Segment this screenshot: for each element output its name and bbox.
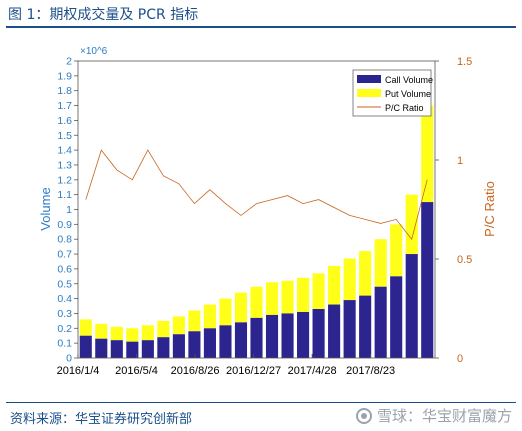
- left-axis-tick-label: 1.2: [57, 174, 72, 186]
- call-volume-bar: [265, 314, 279, 358]
- left-axis-tick-label: 0.9: [57, 219, 72, 231]
- call-volume-bar: [95, 338, 108, 358]
- left-axis: 0 0.1 0.2 0.3 0.4 0.5 0.6 0.7 0.8 0.9 1 1.1 1.2 1.3 1.…: [57, 56, 78, 365]
- x-axis: 2016/1/4 2016/5/4 2016/8/26 2016/12/27 2017/…: [57, 354, 395, 377]
- call-volume-bar: [172, 334, 185, 358]
- x-axis-tick-label: 2016/1/4: [57, 365, 100, 377]
- put-volume-bar: [95, 323, 108, 339]
- right-axis: 0 0.5 1 1.5: [435, 56, 472, 365]
- call-volume-bar: [110, 340, 123, 358]
- volume-pcr-chart: 0 0.1 0.2 0.3 0.4 0.5 0.6 0.7 0.8 0.9 1 1.1 1.2 1.3 1.…: [38, 46, 497, 377]
- put-volume-bar: [126, 328, 139, 342]
- put-volume-bar: [188, 310, 201, 332]
- call-volume-bar: [328, 304, 341, 358]
- put-volume-bar: [219, 298, 232, 326]
- right-axis-label: P/C Ratio: [482, 181, 497, 237]
- x-axis-tick-label: 2017/8/23: [346, 365, 395, 377]
- left-axis-tick-label: 1.7: [57, 100, 72, 112]
- put-volume-bar: [359, 251, 372, 296]
- footer-divider: [6, 402, 516, 403]
- put-volume-bar: [79, 319, 92, 336]
- x-axis-tick-label: 2016/12/27: [226, 365, 281, 377]
- figure-title: 图 1：期权成交量及 PCR 指标: [8, 7, 199, 23]
- call-volume-bar: [297, 311, 310, 358]
- left-axis-tick-label: 0.7: [57, 249, 72, 261]
- put-volume-bar: [234, 292, 248, 323]
- put-volume-bar: [328, 265, 341, 305]
- left-axis-tick-label: 0: [66, 353, 72, 365]
- call-volume-bar: [203, 328, 216, 358]
- x-axis-tick-label: 2016/5/4: [115, 365, 158, 377]
- put-volume-bar: [172, 316, 185, 335]
- call-volume-bar: [234, 322, 248, 358]
- left-axis-tick-label: 0.8: [57, 234, 72, 246]
- source-note: 资料来源：华宝证券研究创新部: [10, 412, 193, 427]
- put-volume-bar: [250, 286, 263, 318]
- call-volume-bar: [343, 300, 356, 358]
- watermark: 雪球：华宝财富魔方: [355, 405, 512, 426]
- call-volume-bar: [281, 313, 294, 358]
- call-volume-bar: [126, 341, 139, 358]
- legend-swatch-call: [357, 75, 381, 83]
- call-volume-bar: [421, 202, 434, 358]
- call-volume-bar: [374, 286, 387, 358]
- left-axis-tick-label: 1.8: [57, 85, 72, 97]
- left-axis-tick-label: 1.1: [57, 189, 72, 201]
- call-volume-bar: [188, 331, 201, 358]
- left-axis-label: Volume: [38, 187, 53, 230]
- pc-ratio-line: [85, 149, 428, 241]
- left-axis-tick-label: 0.5: [57, 278, 72, 290]
- call-volume-bar: [219, 325, 232, 358]
- put-volume-bar: [157, 320, 170, 338]
- put-volume-bar: [312, 273, 325, 309]
- x-axis-tick-label: 2017/4/28: [288, 365, 337, 377]
- left-axis-tick-label: 1.5: [57, 130, 72, 142]
- left-axis-multiplier: ×10^6: [80, 46, 108, 57]
- left-axis-tick-label: 0.2: [57, 323, 72, 335]
- put-volume-bar: [281, 280, 294, 314]
- legend-label-call: Call Volume: [385, 75, 433, 85]
- left-axis-tick-label: 0.3: [57, 308, 72, 320]
- put-volume-bar: [421, 105, 434, 203]
- watermark-text: 雪球：华宝财富魔方: [376, 407, 512, 425]
- put-volume-bar: [141, 325, 154, 341]
- legend-swatch-put: [357, 89, 381, 97]
- put-volume-bar: [343, 258, 356, 301]
- left-axis-tick-label: 1.3: [57, 159, 72, 171]
- left-axis-tick-label: 2: [66, 56, 72, 68]
- x-axis-tick-label: 2016/8/26: [171, 365, 220, 377]
- call-volume-bar: [312, 308, 325, 358]
- call-volume-bar: [157, 337, 170, 358]
- right-axis-tick-label: 0: [457, 353, 463, 365]
- put-volume-bar: [203, 304, 216, 329]
- put-volume-bar: [110, 326, 123, 341]
- call-volume-bar: [250, 317, 263, 358]
- left-axis-tick-label: 0.1: [57, 338, 72, 350]
- title-divider: [6, 26, 516, 28]
- snowball-icon: [355, 407, 372, 424]
- left-axis-tick-label: 1.9: [57, 70, 72, 82]
- call-volume-bar: [405, 254, 418, 358]
- left-axis-tick-label: 0.6: [57, 263, 72, 275]
- right-axis-tick-label: 1: [457, 155, 463, 167]
- right-axis-tick-label: 0.5: [457, 254, 472, 266]
- legend-label-put: Put Volume: [385, 89, 431, 99]
- put-volume-bar: [265, 282, 279, 315]
- put-volume-bar: [405, 194, 418, 255]
- call-volume-bar: [390, 276, 403, 358]
- legend: Call Volume Put Volume P/C Ratio: [352, 69, 433, 117]
- legend-label-ratio: P/C Ratio: [385, 103, 424, 113]
- call-volume-bar: [141, 340, 154, 358]
- left-axis-tick-label: 1.6: [57, 115, 72, 127]
- call-volume-bar: [359, 295, 372, 358]
- left-axis-tick-label: 1.4: [57, 145, 72, 157]
- right-axis-tick-label: 1.5: [457, 56, 472, 68]
- volume-bars: [79, 105, 434, 358]
- left-axis-tick-label: 1: [66, 204, 72, 216]
- put-volume-bar: [297, 277, 310, 312]
- call-volume-bar: [79, 335, 92, 358]
- put-volume-bar: [390, 224, 403, 277]
- left-axis-tick-label: 0.4: [57, 293, 72, 305]
- put-volume-bar: [374, 239, 387, 287]
